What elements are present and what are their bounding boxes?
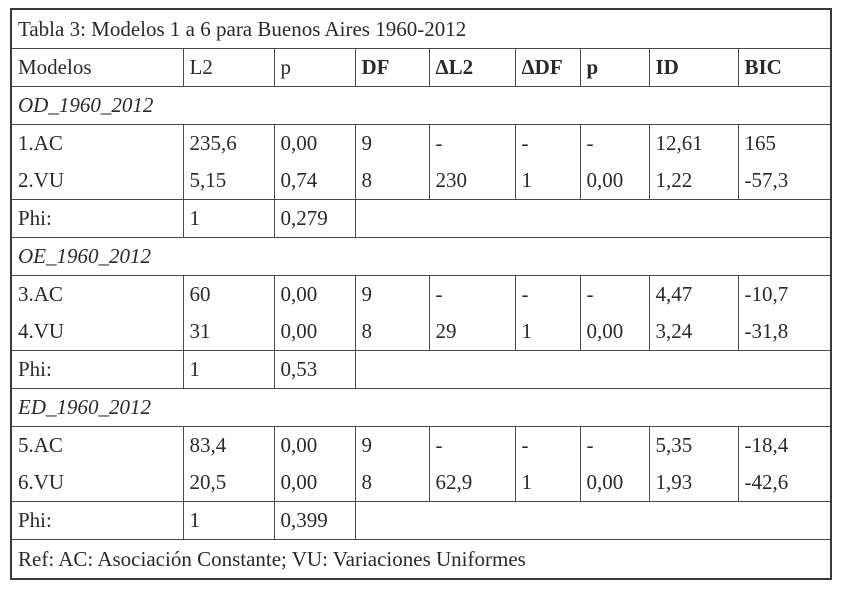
phi-empty	[354, 501, 832, 540]
models-table: Tabla 3: Modelos 1 a 6 para Buenos Aires…	[10, 8, 833, 580]
group-label: OD_1960_2012	[10, 86, 832, 125]
l2-cell: 83,4	[182, 426, 275, 464]
bic-cell: -31,8	[737, 313, 832, 351]
group-label: OE_1960_2012	[10, 237, 832, 276]
id-cell: 12,61	[648, 124, 739, 162]
table-title: Tabla 3: Modelos 1 a 6 para Buenos Aires…	[10, 8, 832, 49]
phi-label: Phi:	[10, 199, 184, 238]
header-row: Modelos L2 p DF ΔL2 ΔDF p ID BIC	[10, 48, 832, 87]
table-row: 4.VU 31 0,00 8 29 1 0,00 3,24 -31,8	[10, 313, 832, 351]
delta-l2-cell: 230	[428, 162, 516, 200]
delta-l2-cell: -	[428, 426, 516, 464]
table-row: 6.VU 20,5 0,00 8 62,9 1 0,00 1,93 -42,6	[10, 464, 832, 502]
df-cell: 9	[354, 275, 430, 313]
model-cell: 1.AC	[10, 124, 184, 162]
p-cell: 0,74	[273, 162, 356, 200]
l2-cell: 5,15	[182, 162, 275, 200]
bic-cell: -10,7	[737, 275, 832, 313]
p2-cell: 0,00	[579, 313, 650, 351]
p-cell: 0,00	[273, 313, 356, 351]
l2-cell: 31	[182, 313, 275, 351]
delta-l2-cell: 62,9	[428, 464, 516, 502]
delta-df-cell: 1	[514, 464, 581, 502]
phi-p: 0,279	[273, 199, 356, 238]
bic-cell: 165	[737, 124, 832, 162]
table-row: 2.VU 5,15 0,74 8 230 1 0,00 1,22 -57,3	[10, 162, 832, 200]
phi-l2: 1	[182, 350, 275, 389]
phi-l2: 1	[182, 199, 275, 238]
df-cell: 8	[354, 313, 430, 351]
header-p: p	[273, 48, 356, 87]
header-id: ID	[648, 48, 739, 87]
df-cell: 8	[354, 162, 430, 200]
delta-df-cell: 1	[514, 162, 581, 200]
model-cell: 2.VU	[10, 162, 184, 200]
phi-label: Phi:	[10, 501, 184, 540]
phi-empty	[354, 350, 832, 389]
p-cell: 0,00	[273, 426, 356, 464]
l2-cell: 235,6	[182, 124, 275, 162]
group-row: OD_1960_2012	[10, 86, 832, 125]
id-cell: 4,47	[648, 275, 739, 313]
phi-l2: 1	[182, 501, 275, 540]
table-row: 1.AC 235,6 0,00 9 - - - 12,61 165	[10, 124, 832, 162]
id-cell: 1,22	[648, 162, 739, 200]
model-cell: 4.VU	[10, 313, 184, 351]
delta-df-cell: -	[514, 426, 581, 464]
bic-cell: -42,6	[737, 464, 832, 502]
model-cell: 5.AC	[10, 426, 184, 464]
delta-df-cell: -	[514, 124, 581, 162]
delta-df-cell: -	[514, 275, 581, 313]
delta-l2-cell: -	[428, 275, 516, 313]
id-cell: 5,35	[648, 426, 739, 464]
df-cell: 8	[354, 464, 430, 502]
df-cell: 9	[354, 124, 430, 162]
table-title-row: Tabla 3: Modelos 1 a 6 para Buenos Aires…	[10, 8, 832, 49]
p-cell: 0,00	[273, 124, 356, 162]
group-label: ED_1960_2012	[10, 388, 832, 427]
p-cell: 0,00	[273, 464, 356, 502]
phi-row: Phi: 1 0,279	[10, 199, 832, 238]
header-l2: L2	[182, 48, 275, 87]
model-cell: 3.AC	[10, 275, 184, 313]
table-row: 5.AC 83,4 0,00 9 - - - 5,35 -18,4	[10, 426, 832, 464]
id-cell: 1,93	[648, 464, 739, 502]
p-cell: 0,00	[273, 275, 356, 313]
footer-row: Ref: AC: Asociación Constante; VU: Varia…	[10, 539, 832, 580]
header-df: DF	[354, 48, 430, 87]
phi-label: Phi:	[10, 350, 184, 389]
bic-cell: -18,4	[737, 426, 832, 464]
group-row: OE_1960_2012	[10, 237, 832, 276]
header-p2: p	[579, 48, 650, 87]
header-delta-l2: ΔL2	[428, 48, 516, 87]
model-cell: 6.VU	[10, 464, 184, 502]
p2-cell: 0,00	[579, 162, 650, 200]
p2-cell: -	[579, 275, 650, 313]
bic-cell: -57,3	[737, 162, 832, 200]
header-bic: BIC	[737, 48, 832, 87]
table-footnote: Ref: AC: Asociación Constante; VU: Varia…	[10, 539, 832, 580]
header-delta-df: ΔDF	[514, 48, 581, 87]
phi-empty	[354, 199, 832, 238]
phi-p: 0,53	[273, 350, 356, 389]
delta-l2-cell: 29	[428, 313, 516, 351]
header-modelos: Modelos	[10, 48, 184, 87]
df-cell: 9	[354, 426, 430, 464]
group-row: ED_1960_2012	[10, 388, 832, 427]
delta-l2-cell: -	[428, 124, 516, 162]
phi-row: Phi: 1 0,53	[10, 350, 832, 389]
phi-p: 0,399	[273, 501, 356, 540]
p2-cell: 0,00	[579, 464, 650, 502]
l2-cell: 20,5	[182, 464, 275, 502]
p2-cell: -	[579, 426, 650, 464]
phi-row: Phi: 1 0,399	[10, 501, 832, 540]
table-row: 3.AC 60 0,00 9 - - - 4,47 -10,7	[10, 275, 832, 313]
delta-df-cell: 1	[514, 313, 581, 351]
p2-cell: -	[579, 124, 650, 162]
l2-cell: 60	[182, 275, 275, 313]
id-cell: 3,24	[648, 313, 739, 351]
